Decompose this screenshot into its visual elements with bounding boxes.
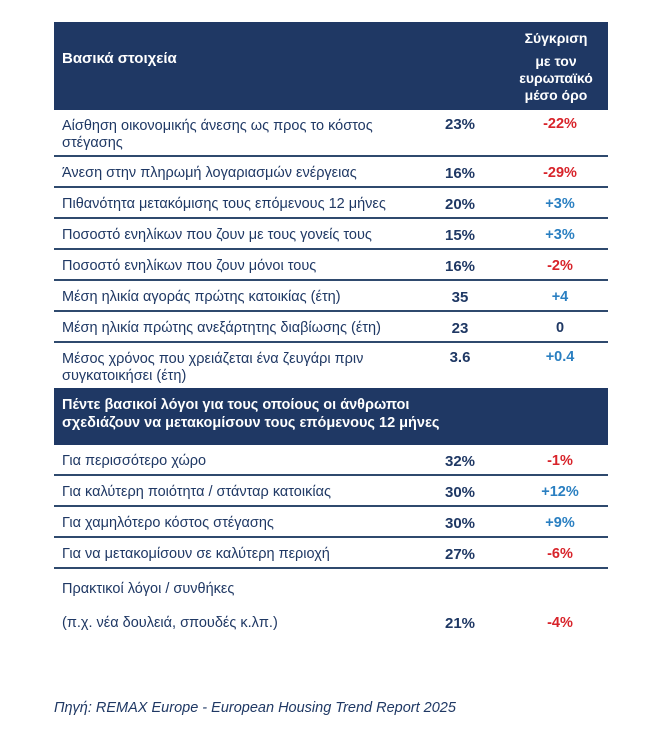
table-row: Για να μετακομίσουν σε καλύτερη περιοχή 2… <box>54 538 608 569</box>
table-row: Πιθανότητα μετακόμισης τους επόμενους 12… <box>54 188 608 219</box>
row-diff: +4 <box>551 289 569 305</box>
table-header: Βασικά στοιχεία Σύγκριση με τον ευρωπαϊκ… <box>54 22 608 110</box>
row-label: Για περισσότερο χώρο <box>62 453 207 469</box>
row-value: 21% <box>444 615 476 632</box>
row-diff: +3% <box>545 227 575 243</box>
row-label: Για χαμηλότερο κόστος στέγασης <box>62 515 274 531</box>
row-value: 35 <box>451 289 469 306</box>
table-row: Ποσοστό ενηλίκων που ζουν με τους γονείς… <box>54 219 608 250</box>
row-label: Μέσος χρόνος που χρειάζεται ένα ζευγάρι … <box>62 351 364 384</box>
table-row: Αίσθηση οικονομικής άνεσης ως προς το κό… <box>54 110 608 157</box>
row-diff: 0 <box>555 320 565 336</box>
comparison-header-line2: με τον ευρωπαϊκό μέσο όρο <box>519 53 593 103</box>
basic-rows: Αίσθηση οικονομικής άνεσης ως προς το κό… <box>54 110 608 388</box>
housing-stats-table: Βασικά στοιχεία Σύγκριση με τον ευρωπαϊκ… <box>54 22 608 649</box>
table-row: Για περισσότερο χώρο 32% -1% <box>54 445 608 476</box>
source-note: Πηγή: REMAX Europe - European Housing Tr… <box>54 700 456 716</box>
row-label: Πιθανότητα μετακόμισης τους επόμενους 12… <box>62 196 386 212</box>
reason-rows: Για περισσότερο χώρο 32% -1% Για καλύτερη π… <box>54 445 608 569</box>
row-value: 27% <box>444 546 476 563</box>
row-value: 16% <box>444 258 476 275</box>
row-value: 32% <box>444 453 476 470</box>
table-row: Για καλύτερη ποιότητα / στάνταρ κατοικία… <box>54 476 608 507</box>
table-row: Άνεση στην πληρωμή λογαριασμών ενέργειας… <box>54 157 608 188</box>
row-label: Ποσοστό ενηλίκων που ζουν μόνοι τους <box>62 258 317 274</box>
row-label: Για να μετακομίσουν σε καλύτερη περιοχή <box>62 546 330 562</box>
row-label-line1: Πρακτικοί λόγοι / συνθήκες <box>62 581 235 597</box>
row-diff: -2% <box>547 258 573 274</box>
section-title: Πέντε βασικοί λόγοι για τους οποίους οι … <box>62 397 440 431</box>
table-row: Για χαμηλότερο κόστος στέγασης 30% +9% <box>54 507 608 538</box>
table-row: Πρακτικοί λόγοι / συνθήκες (π.χ. νέα δου… <box>54 569 608 649</box>
table-row: Μέση ηλικία αγοράς πρώτης κατοικίας (έτη… <box>54 281 608 312</box>
row-diff: -1% <box>547 453 573 469</box>
row-diff: -22% <box>543 116 577 132</box>
row-value: 15% <box>444 227 476 244</box>
row-diff: +3% <box>545 196 575 212</box>
row-label: Ποσοστό ενηλίκων που ζουν με τους γονείς… <box>62 227 372 243</box>
row-value: 20% <box>444 196 476 213</box>
row-label: Άνεση στην πληρωμή λογαριασμών ενέργειας <box>62 165 357 181</box>
row-diff: -6% <box>547 546 573 562</box>
section-header-reasons: Πέντε βασικοί λόγοι για τους οποίους οι … <box>54 388 608 445</box>
comparison-header: Σύγκριση με τον ευρωπαϊκό μέσο όρο <box>504 30 608 104</box>
row-diff: -4% <box>547 615 573 631</box>
row-label: Για καλύτερη ποιότητα / στάνταρ κατοικία… <box>62 484 331 500</box>
row-label-line2: (π.χ. νέα δουλειά, σπουδές κ.λπ.) <box>62 615 278 631</box>
row-diff: -29% <box>543 165 577 181</box>
row-label: Αίσθηση οικονομικής άνεσης ως προς το κό… <box>62 118 373 151</box>
table-row: Μέση ηλικία πρώτης ανεξάρτητης διαβίωσης… <box>54 312 608 343</box>
row-value: 3.6 <box>449 349 471 366</box>
row-label: Μέση ηλικία πρώτης ανεξάρτητης διαβίωσης… <box>62 320 381 336</box>
table-row: Ποσοστό ενηλίκων που ζουν μόνοι τους 16% -… <box>54 250 608 281</box>
comparison-header-line1: Σύγκριση <box>524 30 588 46</box>
row-value: 30% <box>444 484 476 501</box>
table-row: Μέσος χρόνος που χρειάζεται ένα ζευγάρι … <box>54 343 608 388</box>
row-diff: +0.4 <box>545 349 575 365</box>
row-diff: +12% <box>541 484 579 500</box>
row-value: 23% <box>444 116 476 133</box>
row-value: 16% <box>444 165 476 182</box>
row-value: 23 <box>451 320 469 337</box>
row-diff: +9% <box>545 515 575 531</box>
row-label: Μέση ηλικία αγοράς πρώτης κατοικίας (έτη… <box>62 289 341 305</box>
row-value: 30% <box>444 515 476 532</box>
header-title: Βασικά στοιχεία <box>62 50 177 67</box>
